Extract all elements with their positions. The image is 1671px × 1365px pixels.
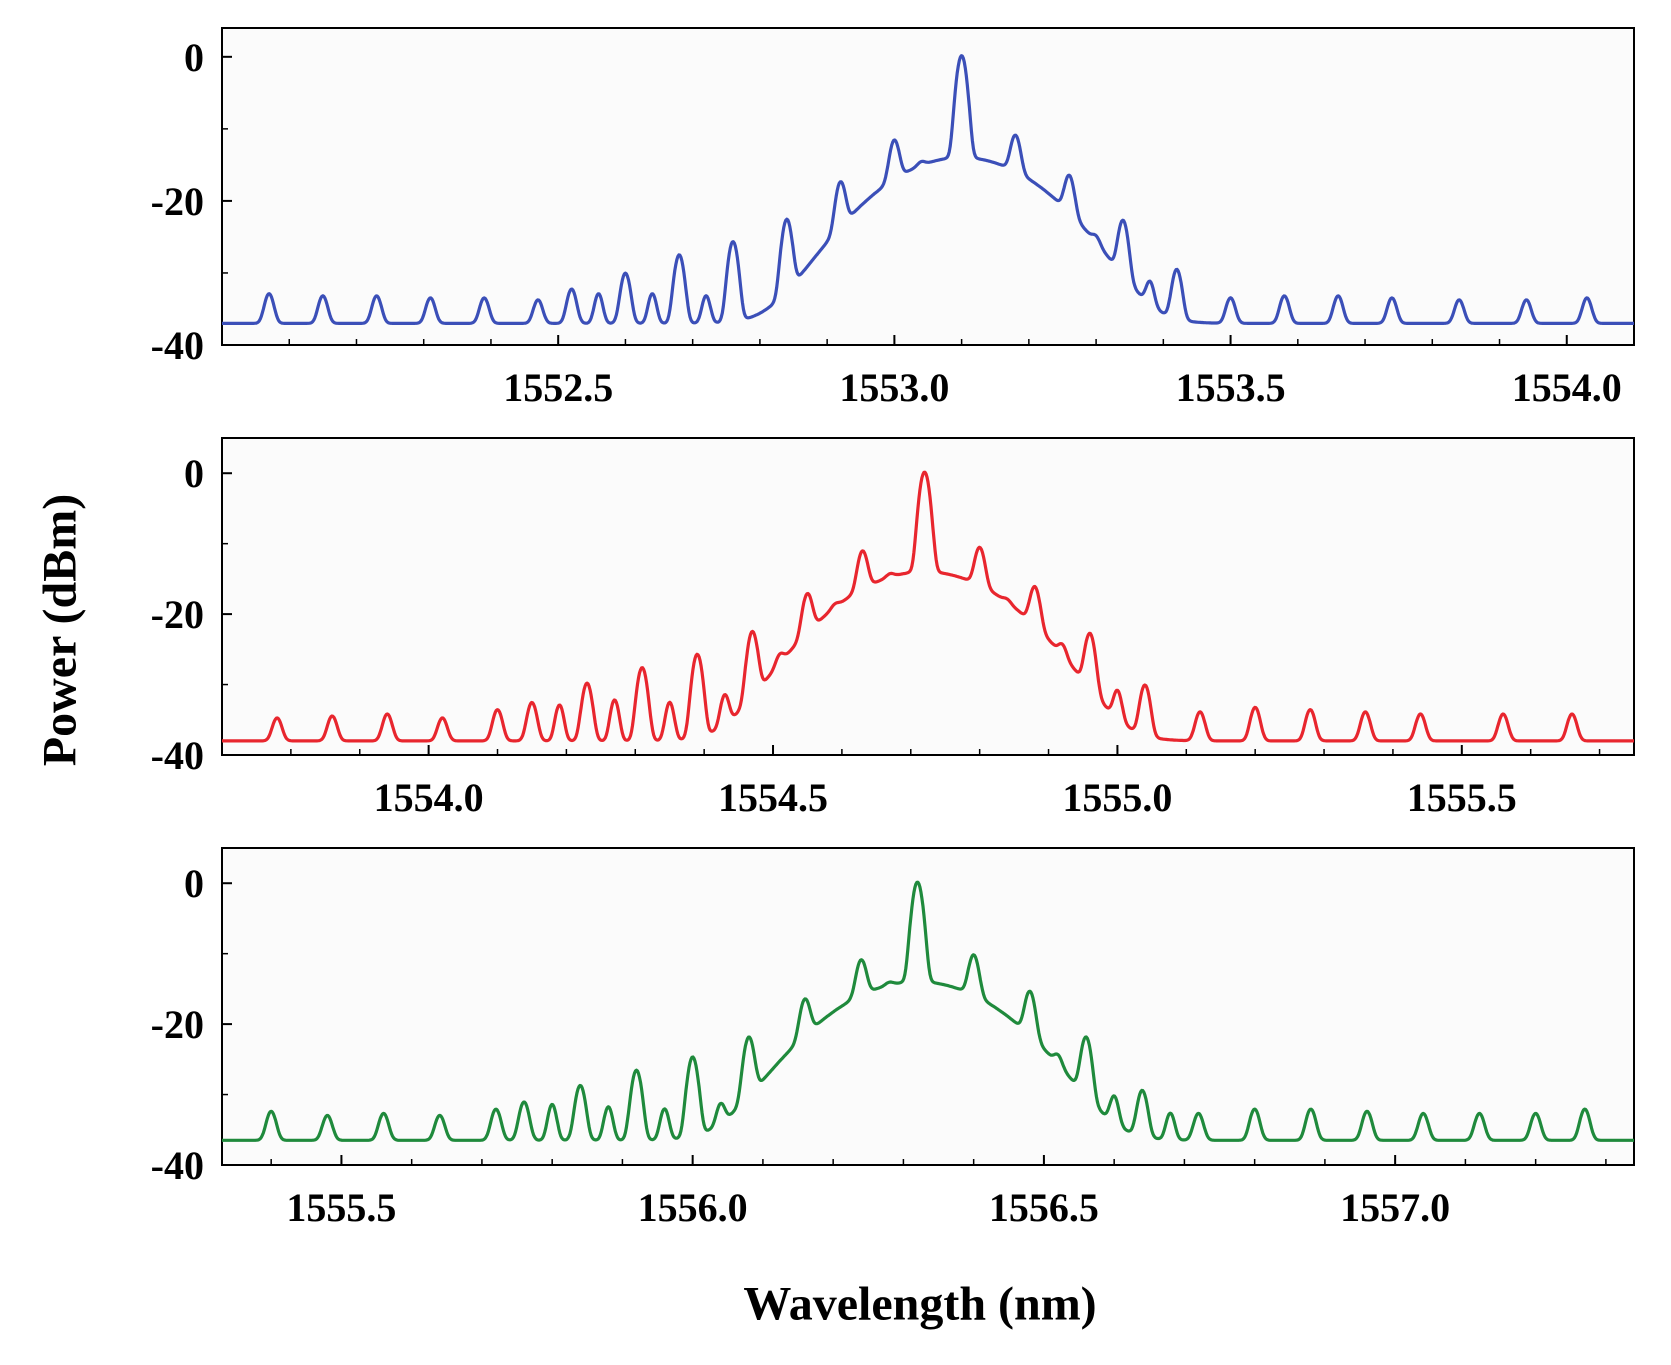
spectrum-line [221,880,1635,1142]
x-tick-label: 1556.0 [638,1185,748,1230]
x-tick-label: 1554.0 [1512,365,1622,410]
panel-1: 0 -20 -40 1552.5 1553.0 1553.5 1554.0 [151,27,1635,410]
y-tick-label: -20 [151,592,204,637]
x-tick-label: 1555.5 [1407,775,1517,820]
panel-2: 0 -20 -40 1554.0 1554.5 1555.0 1555.5 [151,437,1635,820]
x-tick-label: 1553.5 [1176,365,1286,410]
x-tick-label: 1556.5 [989,1185,1099,1230]
y-tick-label: -40 [151,1143,204,1188]
y-tick-label: -40 [151,323,204,368]
panel-3: 0 -20 -40 1555.5 1556.0 1556.5 1557.0 [151,847,1635,1230]
y-tick-label: -40 [151,733,204,778]
y-axis-label: Power (dBm) [33,493,87,767]
y-tick-label: 0 [184,451,204,496]
spectrum-line [221,54,1635,325]
plot-frame [221,847,1635,1166]
x-tick-label: 1554.5 [718,775,828,820]
x-axis-label: Wavelength (nm) [743,1277,1097,1331]
x-tick-label: 1552.5 [503,365,613,410]
y-tick-label: -20 [151,179,204,224]
y-tick-label: 0 [184,35,204,80]
x-tick-label: 1554.0 [374,775,484,820]
x-tick-label: 1555.0 [1062,775,1172,820]
x-tick-label: 1555.5 [286,1185,396,1230]
spectrum-line [221,470,1635,743]
plot-frame [221,27,1635,346]
y-tick-label: 0 [184,861,204,906]
y-tick-label: -20 [151,1002,204,1047]
x-tick-label: 1553.0 [839,365,949,410]
x-tick-label: 1557.0 [1340,1185,1450,1230]
